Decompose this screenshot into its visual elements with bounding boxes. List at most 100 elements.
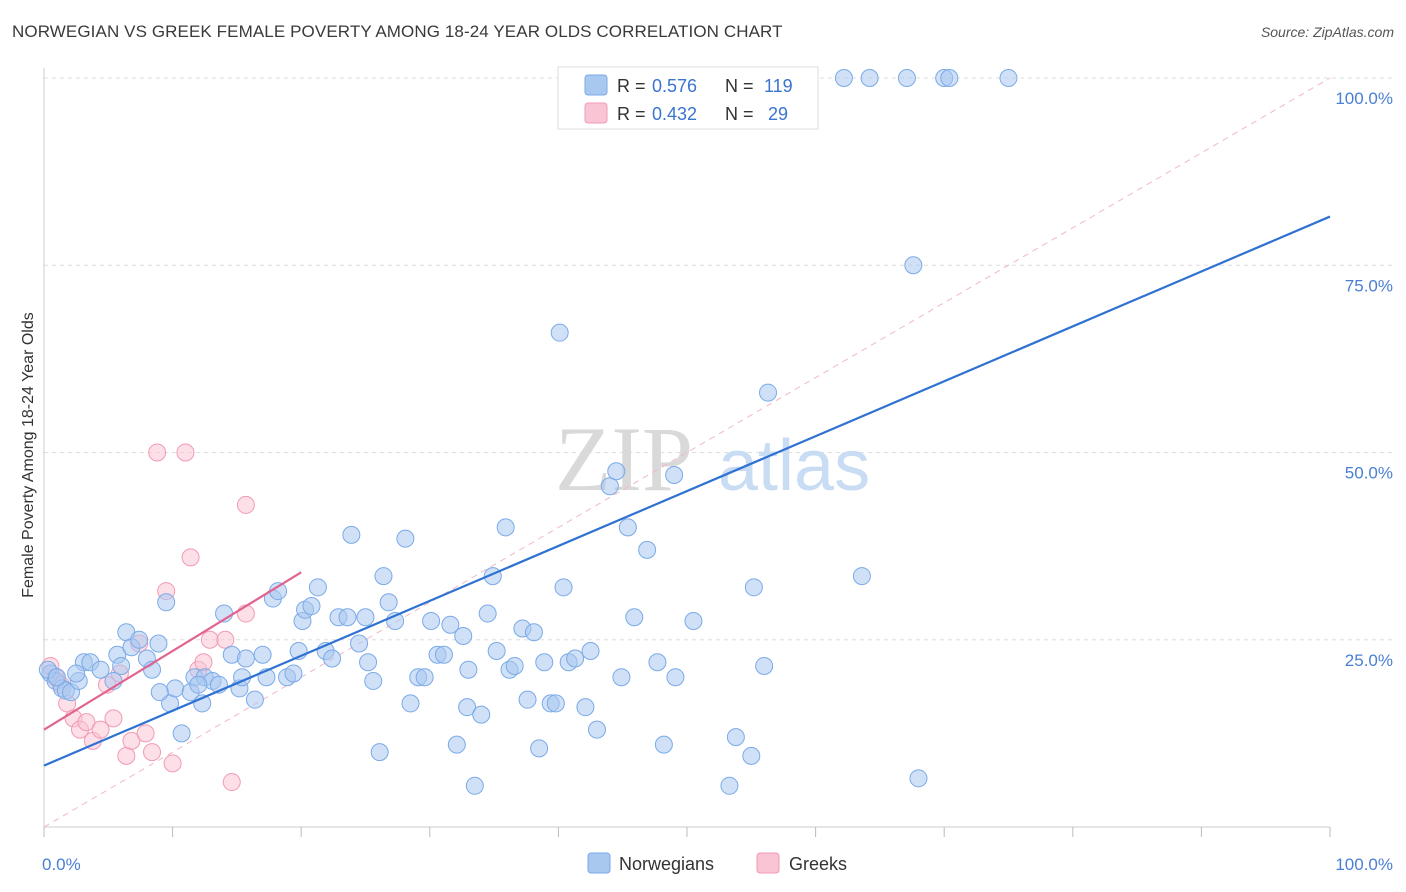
norwegian-point bbox=[550, 323, 569, 342]
legend-n-label: N = bbox=[725, 104, 754, 124]
norwegian-point bbox=[458, 698, 477, 717]
norwegian-point bbox=[600, 477, 619, 496]
norwegian-point bbox=[284, 664, 303, 683]
legend-n-label: N = bbox=[725, 76, 754, 96]
axes bbox=[43, 68, 1331, 837]
norwegian-point bbox=[524, 623, 543, 642]
source-label: Source: ZipAtlas.com bbox=[1260, 24, 1394, 40]
norwegian-point bbox=[755, 656, 774, 675]
norwegian-point bbox=[166, 679, 185, 698]
norwegian-point bbox=[401, 694, 420, 713]
norwegian-point bbox=[487, 641, 506, 660]
norwegian-point bbox=[364, 671, 383, 690]
norwegian-point bbox=[909, 769, 928, 788]
norwegian-point bbox=[518, 690, 537, 709]
norwegian-point bbox=[566, 649, 585, 668]
norwegian-point bbox=[897, 69, 916, 87]
norwegian-point bbox=[666, 668, 685, 687]
y-tick-label: 50.0% bbox=[1345, 464, 1393, 483]
bottom-legend: Norwegians Greeks bbox=[587, 852, 847, 874]
legend-n-value: 29 bbox=[768, 104, 788, 124]
norwegian-point bbox=[130, 630, 149, 649]
norwegian-point bbox=[607, 462, 626, 481]
norwegian-point bbox=[150, 683, 169, 702]
y-tick-labels: 25.0% 50.0% 75.0% 100.0% bbox=[1335, 89, 1393, 670]
greek-point bbox=[104, 709, 123, 728]
norwegian-point bbox=[684, 612, 703, 631]
norwegian-point bbox=[625, 608, 644, 627]
norwegian-point bbox=[459, 660, 478, 679]
trend-lines bbox=[43, 215, 1331, 767]
bottom-legend-swatch-norwegians bbox=[587, 852, 611, 874]
greek-point bbox=[236, 495, 255, 514]
greek-point bbox=[163, 754, 182, 773]
norwegian-point bbox=[720, 776, 739, 795]
norwegian-point bbox=[374, 567, 393, 586]
legend-r-label: R = bbox=[617, 76, 646, 96]
y-tick-label: 25.0% bbox=[1345, 651, 1393, 670]
greek-point bbox=[216, 630, 235, 649]
norwegian-point bbox=[530, 739, 549, 758]
legend-r-value: 0.576 bbox=[652, 76, 697, 96]
norwegian-point bbox=[904, 256, 923, 275]
norwegian-point bbox=[472, 705, 491, 724]
watermark-atlas: atlas bbox=[718, 426, 870, 506]
norwegians-points bbox=[38, 69, 1018, 795]
legend-swatch-norwegians bbox=[584, 74, 608, 96]
x-tick-label: 100.0% bbox=[1335, 855, 1393, 874]
legend: R = 0.576 N = 119 R = 0.432 N = 29 bbox=[557, 66, 819, 130]
y-tick-label: 100.0% bbox=[1335, 89, 1393, 108]
greek-point bbox=[91, 720, 110, 739]
bottom-legend-label-norwegians: Norwegians bbox=[619, 854, 714, 874]
legend-swatch-greeks bbox=[584, 102, 608, 124]
norwegian-point bbox=[149, 634, 168, 653]
norwegian-point bbox=[999, 69, 1018, 87]
norwegian-point bbox=[535, 653, 554, 672]
norwegian-point bbox=[454, 627, 473, 646]
greek-point bbox=[200, 630, 219, 649]
greek-point bbox=[194, 653, 213, 672]
norwegian-point bbox=[587, 720, 606, 739]
watermark-zip: ZIP bbox=[555, 408, 693, 510]
norwegian-point bbox=[665, 465, 684, 484]
norwegian-point bbox=[379, 593, 398, 612]
norwegian-point bbox=[338, 608, 357, 627]
chart-title: NORWEGIAN VS GREEK FEMALE POVERTY AMONG … bbox=[12, 22, 783, 41]
y-axis-label: Female Poverty Among 18-24 Year Olds bbox=[20, 312, 37, 598]
norwegian-point bbox=[742, 746, 761, 765]
greek-point bbox=[122, 731, 141, 750]
norwegian-point bbox=[618, 518, 637, 537]
norwegian-point bbox=[744, 578, 763, 597]
norwegian-point bbox=[356, 608, 375, 627]
norwegian-point bbox=[860, 69, 879, 87]
watermark: ZIP atlas bbox=[555, 408, 870, 510]
norwegian-point bbox=[447, 735, 466, 754]
norwegians-trend-line bbox=[43, 215, 1331, 767]
greek-point bbox=[222, 773, 241, 792]
norwegian-point bbox=[940, 69, 959, 87]
norwegian-point bbox=[465, 776, 484, 795]
norwegian-point bbox=[236, 649, 255, 668]
norwegian-point bbox=[638, 540, 657, 559]
gridlines bbox=[44, 77, 1392, 641]
norwegian-point bbox=[245, 690, 264, 709]
norwegian-point bbox=[308, 578, 327, 597]
norwegian-point bbox=[505, 656, 524, 675]
norwegian-point bbox=[654, 735, 673, 754]
norwegian-point bbox=[396, 529, 415, 548]
greeks-trend-line bbox=[43, 571, 302, 731]
norwegian-point bbox=[253, 645, 272, 664]
norwegian-point bbox=[67, 664, 86, 683]
legend-n-value: 119 bbox=[764, 76, 793, 96]
legend-r-label: R = bbox=[617, 104, 646, 124]
x-tick-labels: 0.0% 100.0% bbox=[42, 855, 1393, 874]
norwegian-point bbox=[323, 649, 342, 668]
greek-point bbox=[136, 724, 155, 743]
norwegian-point bbox=[157, 593, 176, 612]
norwegian-point bbox=[302, 597, 321, 616]
norwegian-point bbox=[478, 604, 497, 623]
norwegian-point bbox=[441, 615, 460, 634]
norwegian-point bbox=[415, 668, 434, 687]
norwegian-point bbox=[581, 641, 600, 660]
